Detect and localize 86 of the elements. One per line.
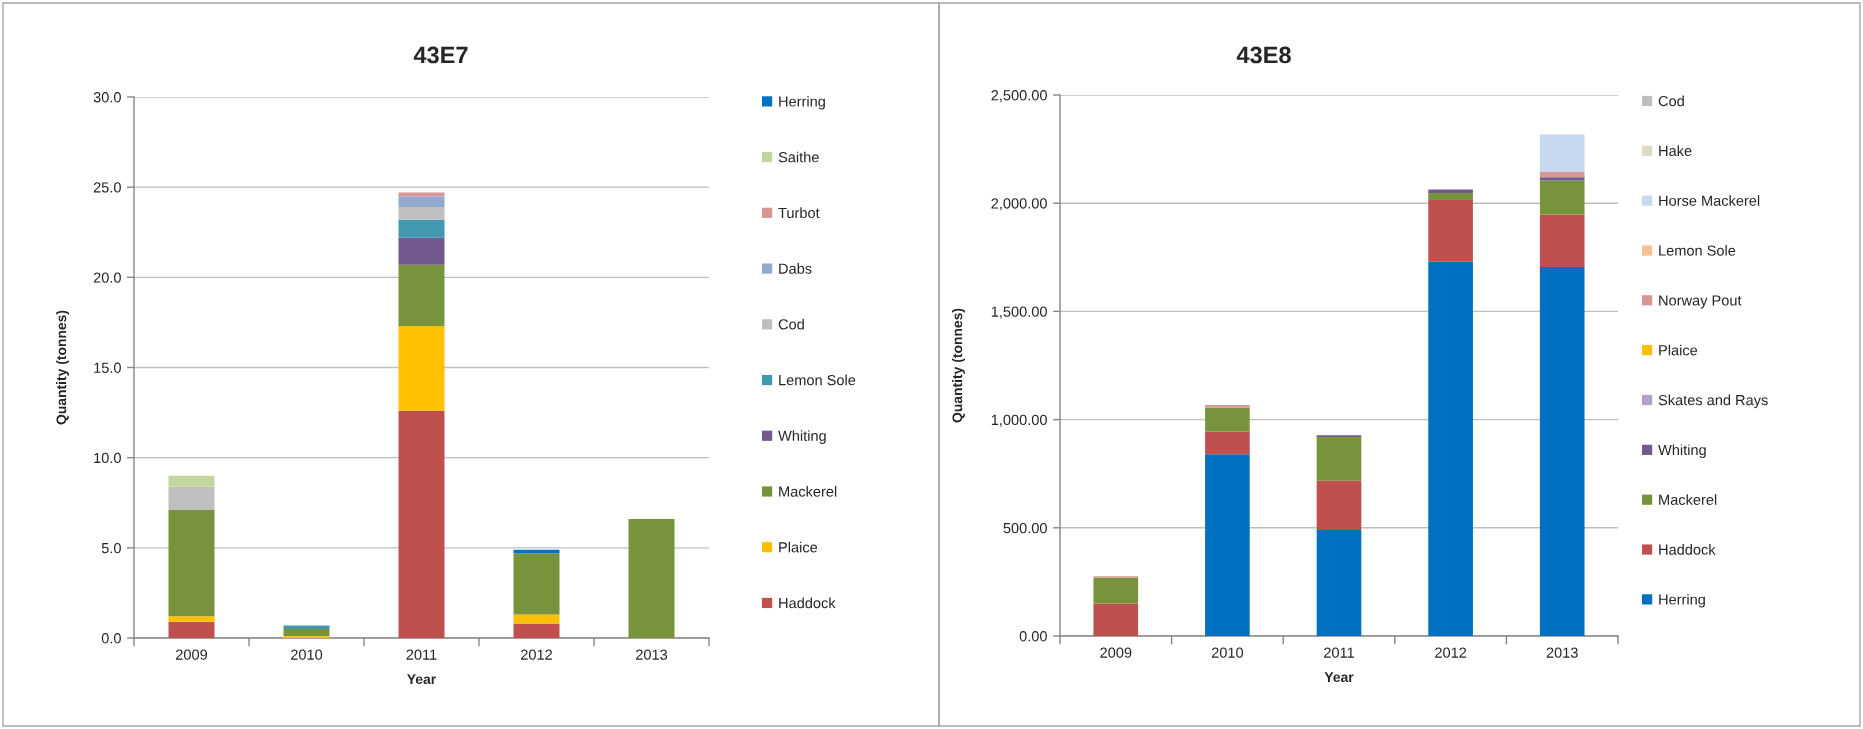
legend-label: Dabs xyxy=(779,263,812,274)
bar xyxy=(628,518,675,638)
bar xyxy=(1205,454,1250,636)
x-tick-label: 2011 xyxy=(1324,647,1354,658)
legend-label: Skates and Rays xyxy=(1658,394,1768,409)
legend-label: Mackerel xyxy=(779,486,837,497)
bar xyxy=(1539,134,1585,173)
bar xyxy=(1316,436,1362,481)
bar xyxy=(1316,529,1362,636)
chart-title: 43E8 xyxy=(1236,46,1291,64)
x-tick-label: 2013 xyxy=(1546,647,1578,658)
bar xyxy=(513,553,560,615)
bar xyxy=(398,264,445,327)
y-tick-label: 0.0 xyxy=(101,633,121,644)
bar xyxy=(1205,431,1250,455)
y-tick-label: 20.0 xyxy=(93,272,121,283)
bar xyxy=(398,196,445,207)
bar xyxy=(1428,193,1473,200)
legend-label: Norway Pout xyxy=(1659,295,1742,309)
y-tick-label: 25.0 xyxy=(93,182,121,193)
x-tick-label: 2012 xyxy=(1435,647,1467,658)
legend-label: Plaice xyxy=(779,541,818,553)
bar xyxy=(1316,480,1362,530)
legend-label: Turbot xyxy=(778,207,820,219)
bar xyxy=(1539,172,1585,178)
legend-label: Plaice xyxy=(1659,344,1698,356)
x-tick-label: 2012 xyxy=(521,649,552,660)
bar xyxy=(398,237,445,265)
bar xyxy=(168,616,215,622)
bar xyxy=(1539,267,1585,636)
bar xyxy=(1428,261,1473,636)
y-tick-label: 1,500.00 xyxy=(991,306,1047,319)
bar xyxy=(168,486,215,510)
bar xyxy=(168,475,215,487)
bar xyxy=(168,509,215,617)
bar xyxy=(1093,577,1139,604)
bar xyxy=(513,623,560,638)
x-tick-label: 2013 xyxy=(636,649,668,660)
legend-label: Lemon Sole xyxy=(779,374,856,386)
y-axis-title: Quantity (tonnes) xyxy=(952,308,965,423)
legend-label: Saithe xyxy=(778,151,819,163)
y-tick-label: 0.00 xyxy=(1019,631,1047,642)
y-tick-label: 30.0 xyxy=(93,92,121,103)
y-axis-title: Quantity (tonnes) xyxy=(56,310,69,425)
legend-label: Mackerel xyxy=(1659,494,1717,505)
bar xyxy=(1093,603,1139,636)
bar xyxy=(1205,405,1250,408)
bar xyxy=(513,614,560,624)
bar xyxy=(1539,180,1585,215)
legend-label: Whiting xyxy=(778,430,826,444)
bar xyxy=(1539,214,1585,268)
x-axis-title: Year xyxy=(407,674,436,685)
bar xyxy=(398,326,445,411)
legend-label: Herring xyxy=(779,95,825,110)
legend-label: Haddock xyxy=(1659,544,1716,555)
legend-label: Herring xyxy=(1659,593,1705,608)
legend-label: Hake xyxy=(1659,145,1692,157)
x-axis-title: Year xyxy=(1324,672,1354,683)
bar xyxy=(1428,199,1473,262)
x-tick-label: 2010 xyxy=(1211,647,1244,658)
y-tick-label: 15.0 xyxy=(94,362,121,373)
bar xyxy=(168,621,215,638)
legend-label: Horse Mackerel xyxy=(1659,195,1760,206)
y-tick-label: 2,500.00 xyxy=(991,90,1047,103)
bar xyxy=(398,410,445,638)
bar xyxy=(398,219,445,238)
bar xyxy=(398,207,445,220)
y-tick-label: 2,000.00 xyxy=(991,198,1047,211)
legend-label: Cod xyxy=(1658,95,1684,107)
x-tick-label: 2011 xyxy=(406,649,437,660)
y-tick-label: 10.0 xyxy=(94,452,121,464)
y-tick-label: 1,000.00 xyxy=(991,414,1047,427)
x-tick-label: 2009 xyxy=(1100,647,1132,658)
legend-label: Lemon Sole xyxy=(1659,245,1736,256)
x-tick-label: 2010 xyxy=(291,649,323,660)
legend-label: Whiting xyxy=(1658,444,1706,458)
legend-label: Haddock xyxy=(779,597,836,609)
bar xyxy=(283,628,330,637)
chart-title: 43E7 xyxy=(413,46,468,64)
x-tick-label: 2009 xyxy=(176,649,208,660)
bar xyxy=(283,625,330,629)
legend-label: Cod xyxy=(778,318,804,330)
bar xyxy=(1205,407,1250,432)
y-tick-label: 5.0 xyxy=(101,542,121,554)
y-tick-label: 500.00 xyxy=(1003,522,1047,534)
bar xyxy=(1539,177,1585,181)
